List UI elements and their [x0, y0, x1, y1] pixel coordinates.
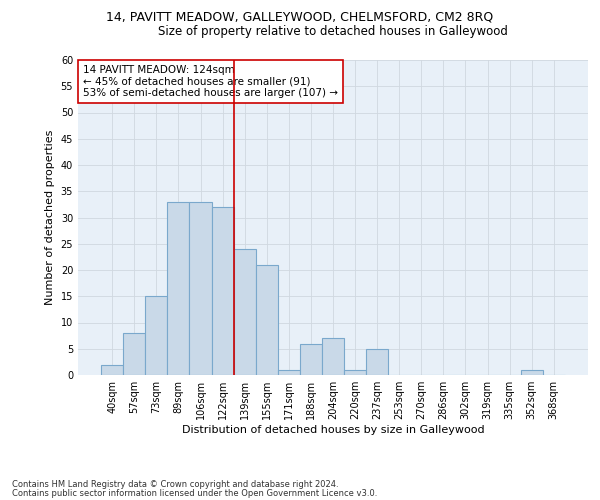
Bar [101, 364, 123, 375]
Bar [167, 202, 190, 375]
Bar [322, 338, 344, 375]
Bar [233, 249, 256, 375]
Bar [366, 349, 388, 375]
Bar [256, 265, 278, 375]
Bar [145, 296, 167, 375]
Bar [300, 344, 322, 375]
Bar [344, 370, 366, 375]
Text: Contains HM Land Registry data © Crown copyright and database right 2024.: Contains HM Land Registry data © Crown c… [12, 480, 338, 489]
Y-axis label: Number of detached properties: Number of detached properties [45, 130, 55, 305]
Bar [190, 202, 212, 375]
Text: 14, PAVITT MEADOW, GALLEYWOOD, CHELMSFORD, CM2 8RQ: 14, PAVITT MEADOW, GALLEYWOOD, CHELMSFOR… [106, 10, 494, 23]
Text: Contains public sector information licensed under the Open Government Licence v3: Contains public sector information licen… [12, 488, 377, 498]
X-axis label: Distribution of detached houses by size in Galleywood: Distribution of detached houses by size … [182, 425, 484, 435]
Bar [123, 333, 145, 375]
Bar [278, 370, 300, 375]
Bar [212, 207, 233, 375]
Title: Size of property relative to detached houses in Galleywood: Size of property relative to detached ho… [158, 25, 508, 38]
Text: 14 PAVITT MEADOW: 124sqm
← 45% of detached houses are smaller (91)
53% of semi-d: 14 PAVITT MEADOW: 124sqm ← 45% of detach… [83, 64, 338, 98]
Bar [521, 370, 543, 375]
